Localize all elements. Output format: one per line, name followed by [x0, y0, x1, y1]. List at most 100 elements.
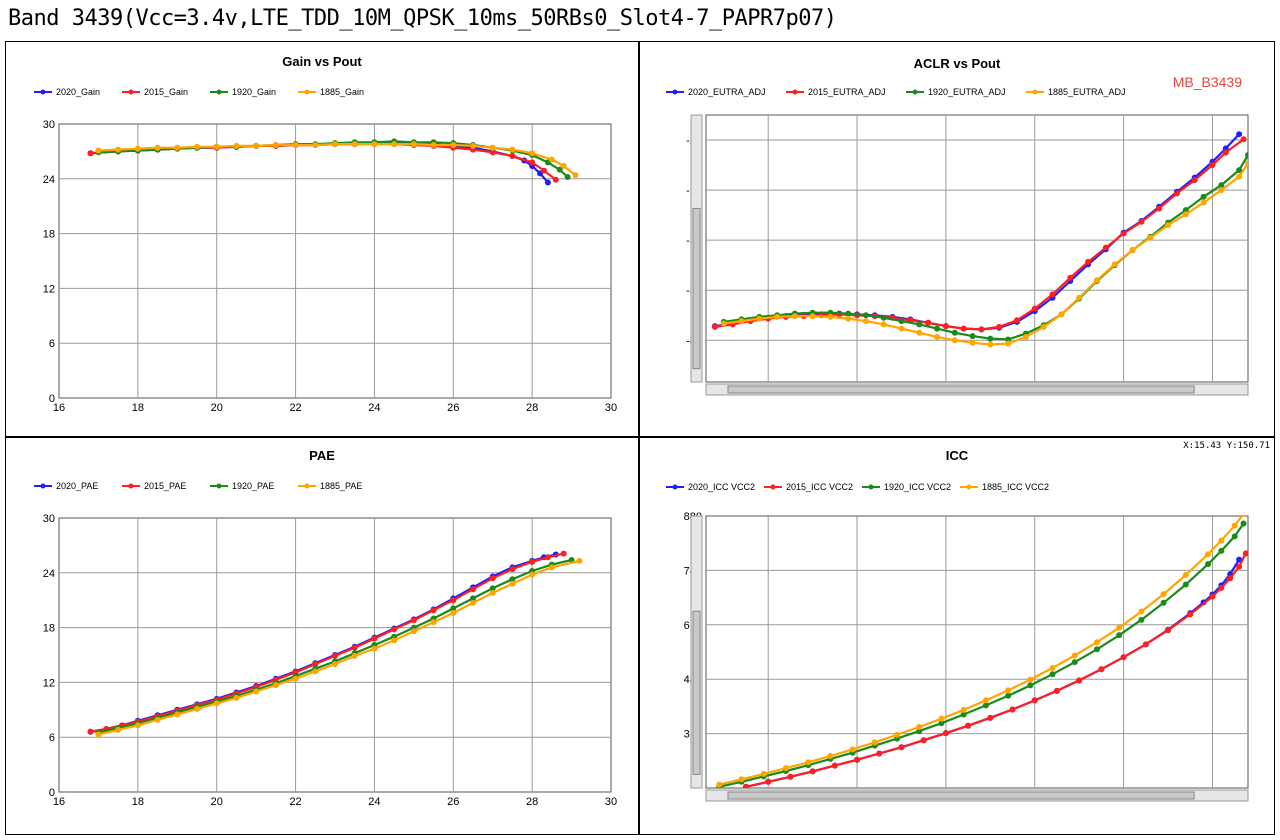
data-point [1005, 336, 1012, 343]
data-point [1205, 551, 1212, 558]
data-point [996, 323, 1003, 330]
legend-marker [40, 89, 46, 95]
data-point [774, 313, 781, 320]
data-point [544, 179, 551, 186]
horizontal-divider [5, 436, 1275, 438]
data-point [1160, 591, 1167, 598]
data-point [1187, 611, 1194, 618]
data-point [1236, 563, 1243, 570]
data-point [849, 746, 856, 753]
y-tick-label: 30 [43, 119, 55, 131]
data-point [1040, 323, 1047, 330]
data-point [951, 337, 958, 344]
data-point [1241, 516, 1246, 517]
data-point [556, 166, 563, 173]
legend-label: 2015_Gain [144, 87, 188, 97]
data-point [854, 756, 861, 763]
data-point [529, 571, 536, 578]
data-point [951, 329, 958, 336]
data-point [1120, 230, 1127, 237]
data-point [1245, 160, 1248, 167]
data-point [1218, 547, 1225, 554]
data-point [987, 335, 994, 342]
chart-icc[interactable]: X:15.43 Y:150.71 ICC 2020_ICC VCC2 2015_IC… [640, 438, 1274, 834]
data-point [572, 172, 579, 179]
data-point [1071, 659, 1078, 666]
data-point [969, 333, 976, 340]
data-point [87, 150, 94, 157]
y-tick-label: 6 [49, 338, 55, 350]
data-point [1218, 537, 1225, 544]
legend-marker [1032, 89, 1038, 95]
data-point [1049, 671, 1056, 678]
data-point [987, 341, 994, 348]
legend-marker [304, 483, 310, 489]
data-point [233, 694, 240, 701]
series-line [714, 138, 1245, 331]
data-point [233, 142, 240, 149]
data-point [1182, 581, 1189, 588]
data-point [1209, 593, 1216, 600]
data-point [916, 329, 923, 336]
data-point [134, 145, 141, 152]
data-point [391, 141, 398, 148]
x-tick-label: 22 [289, 402, 301, 414]
legend-marker [304, 89, 310, 95]
data-point [529, 150, 536, 157]
data-point [1222, 145, 1229, 152]
data-point [552, 176, 559, 183]
data-point [827, 753, 834, 760]
data-point [1076, 677, 1083, 684]
data-point [1200, 199, 1207, 206]
data-point [410, 628, 417, 635]
data-point [1182, 207, 1189, 214]
data-point [1200, 193, 1207, 200]
x-tick-label: 18 [132, 796, 144, 808]
data-point [154, 144, 161, 151]
data-point [450, 597, 457, 604]
vertical-scroll-thumb [692, 207, 701, 370]
horizontal-scroll-thumb [727, 791, 1195, 800]
data-point [292, 675, 299, 682]
data-point [1160, 599, 1167, 606]
data-point [371, 141, 378, 148]
data-point [1058, 311, 1065, 318]
data-point [1236, 556, 1243, 563]
data-point [711, 323, 718, 330]
data-point [1138, 608, 1145, 615]
x-tick-label: 22 [289, 796, 301, 808]
data-point [1093, 639, 1100, 646]
chart-pae[interactable]: PAE 2020_PAE 2015_PAE 1920_PAE 1885_PAE 16 18 2… [6, 438, 638, 834]
data-point [1218, 187, 1225, 194]
data-point [95, 147, 102, 154]
data-point [272, 682, 279, 689]
data-point [430, 619, 437, 626]
vertical-divider [638, 41, 640, 835]
data-point [544, 554, 551, 561]
data-point [1067, 274, 1074, 281]
data-point [978, 326, 985, 333]
plot-area [705, 515, 1249, 789]
y-tick-label: 24 [43, 174, 55, 186]
y-tick-label: 0 [49, 393, 55, 405]
x-tick-label: 28 [526, 796, 538, 808]
legend-label: 1885_EUTRA_ADJ [1048, 87, 1126, 97]
data-point [509, 146, 516, 153]
legend-marker [672, 89, 678, 95]
data-point [450, 609, 457, 616]
data-point [920, 737, 927, 744]
data-point [894, 731, 901, 738]
data-point [351, 652, 358, 659]
data-point [1027, 676, 1034, 683]
data-point [1129, 247, 1136, 254]
data-point [1022, 333, 1029, 340]
data-point [1240, 136, 1247, 143]
series-group [87, 138, 579, 186]
data-point [925, 319, 932, 326]
chart-title: Gain vs Pout [282, 54, 362, 69]
x-tick-label: 24 [368, 402, 380, 414]
chart-aclr-vs-pout[interactable]: MB_B3439 ACLR vs Pout 2020_EUTRA_ADJ 2015_… [640, 42, 1274, 436]
data-point [765, 778, 772, 785]
legend-label: 2020_PAE [56, 481, 98, 491]
chart-gain-vs-pout[interactable]: Gain vs Pout 2020_Gain 2015_Gain 1920_Gain 1… [6, 42, 638, 436]
